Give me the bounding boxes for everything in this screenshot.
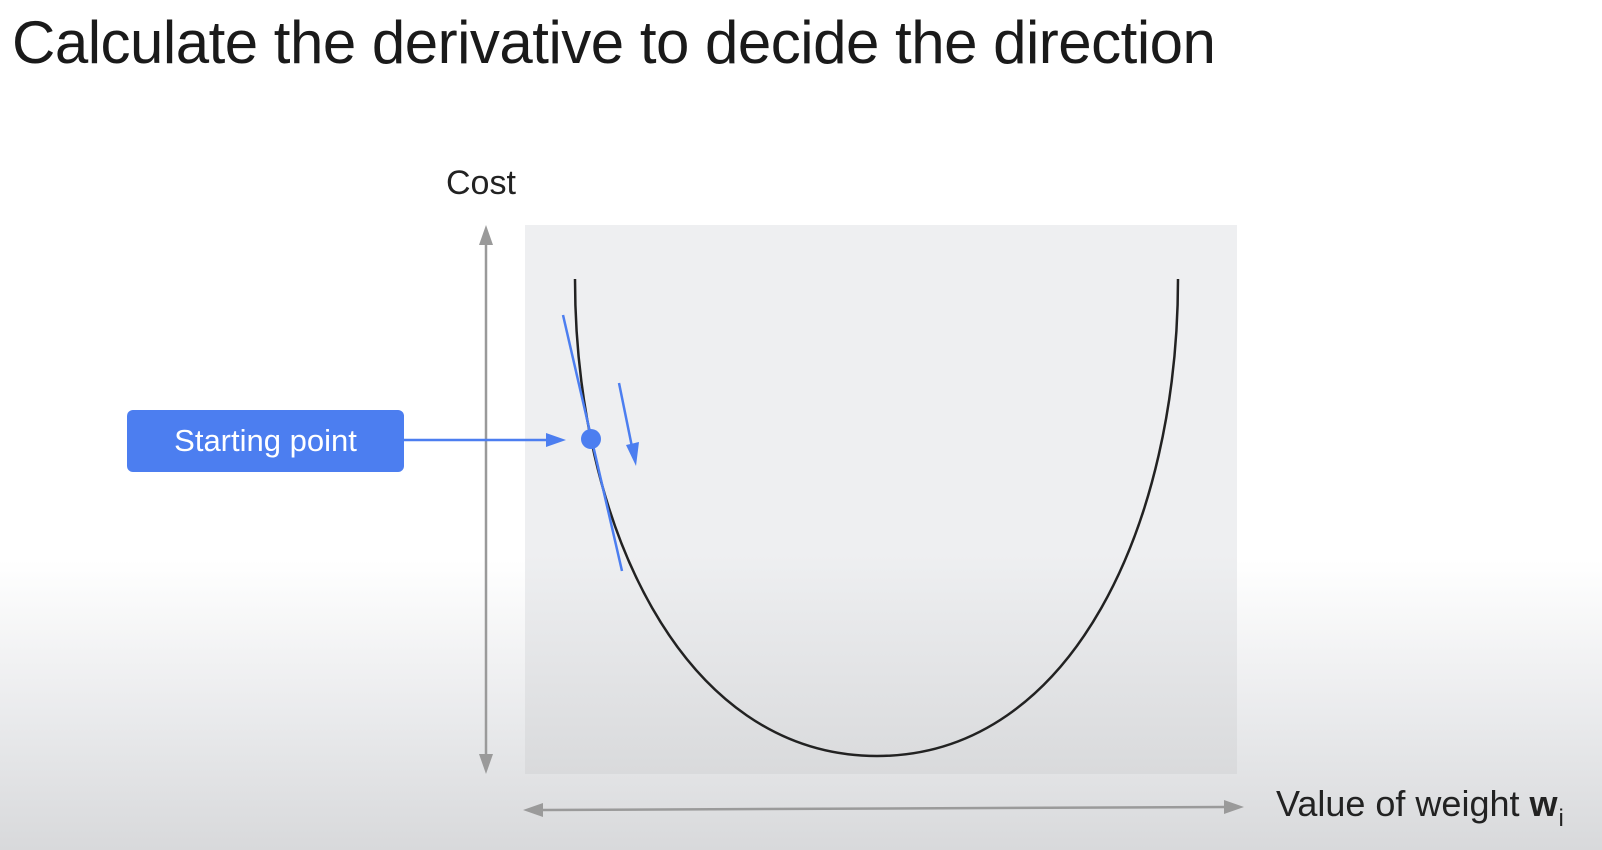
- x-axis-arrow-right-icon: [1224, 800, 1244, 814]
- y-axis-label: Cost: [446, 164, 516, 202]
- starting-point-marker: [581, 429, 601, 449]
- x-axis-arrow-left-icon: [523, 803, 543, 817]
- x-axis: [523, 800, 1244, 817]
- y-axis: [479, 225, 493, 774]
- callout-connector-arrow-icon: [404, 433, 566, 447]
- starting-point-callout[interactable]: Starting point: [127, 410, 404, 472]
- page-title: Calculate the derivative to decide the d…: [12, 9, 1216, 76]
- y-axis-arrow-down-icon: [479, 754, 493, 774]
- plot-area: [525, 225, 1237, 774]
- descent-direction-arrow-icon: [617, 382, 639, 466]
- x-axis-variable: w: [1529, 783, 1558, 824]
- y-axis-arrow-up-icon: [479, 225, 493, 245]
- x-axis-label-text: Value of weight: [1276, 783, 1520, 824]
- x-axis-label: Value of weight wi: [1276, 783, 1564, 833]
- x-axis-subscript: i: [1558, 805, 1564, 832]
